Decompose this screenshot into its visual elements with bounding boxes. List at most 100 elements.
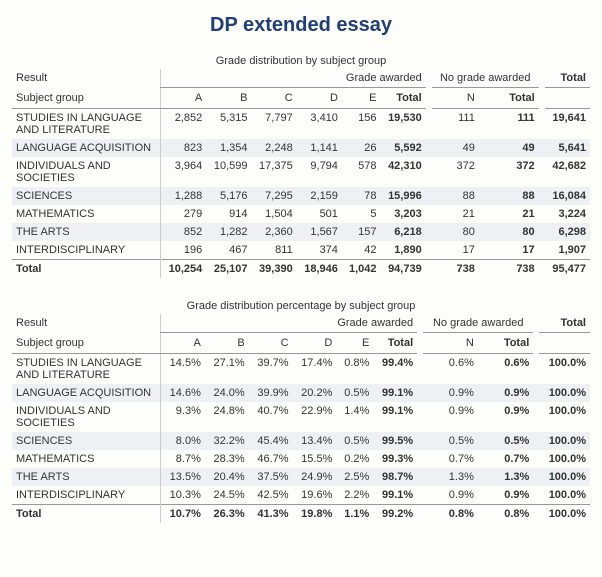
hdr-total2: Total bbox=[539, 314, 590, 333]
cell: 738 bbox=[479, 260, 539, 279]
cell: 811 bbox=[251, 241, 296, 260]
cell: 1,354 bbox=[206, 139, 251, 157]
row-label: MATHEMATICS bbox=[12, 205, 161, 223]
cell: 5,176 bbox=[206, 187, 251, 205]
cell: 25,107 bbox=[206, 260, 251, 279]
cell: 19.8% bbox=[293, 505, 337, 524]
cell: 20.4% bbox=[205, 468, 249, 486]
table-row: INDIVIDUALS AND SOCIETIES9.3%24.8%40.7%2… bbox=[12, 402, 590, 432]
row-label: STUDIES IN LANGUAGE AND LITERATURE bbox=[12, 354, 161, 385]
col-n: N bbox=[432, 88, 479, 109]
cell: 39.7% bbox=[249, 354, 293, 385]
cell: 6,298 bbox=[545, 223, 590, 241]
cell: 13.5% bbox=[161, 468, 205, 486]
page-title: DP extended essay bbox=[12, 14, 590, 37]
cell: 49 bbox=[432, 139, 479, 157]
cell: 100.0% bbox=[539, 402, 590, 432]
cell: 823 bbox=[161, 139, 207, 157]
col2-e: E bbox=[336, 333, 373, 354]
cell: 10,254 bbox=[161, 260, 207, 279]
cell: 2.5% bbox=[336, 468, 373, 486]
cell: 1,504 bbox=[251, 205, 296, 223]
cell: 28.3% bbox=[205, 450, 249, 468]
cell: 1.1% bbox=[336, 505, 373, 524]
cell: 24.5% bbox=[205, 486, 249, 505]
cell: 39,390 bbox=[251, 260, 296, 279]
hdr-grade-awarded: Grade awarded bbox=[161, 69, 426, 88]
cell: 0.9% bbox=[478, 384, 533, 402]
row-label: Total bbox=[12, 505, 161, 524]
cell: 111 bbox=[432, 109, 479, 140]
row-label: SCIENCES bbox=[12, 432, 161, 450]
table2: Result Grade awarded No grade awarded To… bbox=[12, 314, 590, 523]
cell: 2,852 bbox=[161, 109, 207, 140]
cell: 156 bbox=[342, 109, 381, 140]
table-row: MATHEMATICS2799141,50450153,20321213,224 bbox=[12, 205, 590, 223]
col2-total2: Total bbox=[478, 333, 533, 354]
cell: 852 bbox=[161, 223, 207, 241]
cell: 5,641 bbox=[545, 139, 590, 157]
cell: 2,159 bbox=[297, 187, 342, 205]
row-label: INDIVIDUALS AND SOCIETIES bbox=[12, 157, 161, 187]
cell: 7,797 bbox=[251, 109, 296, 140]
cell: 99.5% bbox=[373, 432, 417, 450]
cell: 3,410 bbox=[297, 109, 342, 140]
cell: 111 bbox=[479, 109, 539, 140]
cell: 0.7% bbox=[423, 450, 478, 468]
cell: 0.9% bbox=[423, 384, 478, 402]
cell: 0.9% bbox=[423, 486, 478, 505]
cell: 40.7% bbox=[249, 402, 293, 432]
table-row: Total10.7%26.3%41.3%19.8%1.1%99.2%0.8%0.… bbox=[12, 505, 590, 524]
cell: 1.3% bbox=[478, 468, 533, 486]
cell: 46.7% bbox=[249, 450, 293, 468]
row-label: INTERDISCIPLINARY bbox=[12, 241, 161, 260]
cell: 0.9% bbox=[478, 486, 533, 505]
cell: 372 bbox=[432, 157, 479, 187]
cell: 13.4% bbox=[293, 432, 337, 450]
cell: 100.0% bbox=[539, 505, 590, 524]
cell: 501 bbox=[297, 205, 342, 223]
cell: 45.4% bbox=[249, 432, 293, 450]
cell: 24.0% bbox=[205, 384, 249, 402]
col-d: D bbox=[297, 88, 342, 109]
table2-body: STUDIES IN LANGUAGE AND LITERATURE14.5%2… bbox=[12, 354, 590, 524]
cell: 3,964 bbox=[161, 157, 207, 187]
table-row: LANGUAGE ACQUISITION8231,3542,2481,14126… bbox=[12, 139, 590, 157]
cell: 2.2% bbox=[336, 486, 373, 505]
col-total2: Total bbox=[479, 88, 539, 109]
cell: 26.3% bbox=[205, 505, 249, 524]
cell: 78 bbox=[342, 187, 381, 205]
table-row: INDIVIDUALS AND SOCIETIES3,96410,59917,3… bbox=[12, 157, 590, 187]
cell: 100.0% bbox=[539, 486, 590, 505]
row-label: SCIENCES bbox=[12, 187, 161, 205]
col2-c: C bbox=[249, 333, 293, 354]
cell: 99.3% bbox=[373, 450, 417, 468]
cell: 196 bbox=[161, 241, 207, 260]
cell: 42,310 bbox=[381, 157, 426, 187]
col-e: E bbox=[342, 88, 381, 109]
cell: 100.0% bbox=[539, 432, 590, 450]
cell: 10.7% bbox=[161, 505, 205, 524]
cell: 10.3% bbox=[161, 486, 205, 505]
table-row: INTERDISCIPLINARY10.3%24.5%42.5%19.6%2.2… bbox=[12, 486, 590, 505]
hdr-subject-group2: Subject group bbox=[12, 333, 161, 354]
cell: 0.2% bbox=[336, 450, 373, 468]
cell: 1,141 bbox=[297, 139, 342, 157]
cell: 1.3% bbox=[423, 468, 478, 486]
cell: 372 bbox=[479, 157, 539, 187]
cell: 1,890 bbox=[381, 241, 426, 260]
cell: 1,567 bbox=[297, 223, 342, 241]
cell: 19,641 bbox=[545, 109, 590, 140]
cell: 99.1% bbox=[373, 384, 417, 402]
cell: 42.5% bbox=[249, 486, 293, 505]
col2-n: N bbox=[423, 333, 478, 354]
cell: 80 bbox=[432, 223, 479, 241]
table-row: STUDIES IN LANGUAGE AND LITERATURE14.5%2… bbox=[12, 354, 590, 385]
cell: 42 bbox=[342, 241, 381, 260]
cell: 99.1% bbox=[373, 402, 417, 432]
cell: 5 bbox=[342, 205, 381, 223]
hdr-total: Total bbox=[545, 69, 590, 88]
cell: 0.5% bbox=[478, 432, 533, 450]
row-label: STUDIES IN LANGUAGE AND LITERATURE bbox=[12, 109, 161, 140]
col-a: A bbox=[161, 88, 207, 109]
